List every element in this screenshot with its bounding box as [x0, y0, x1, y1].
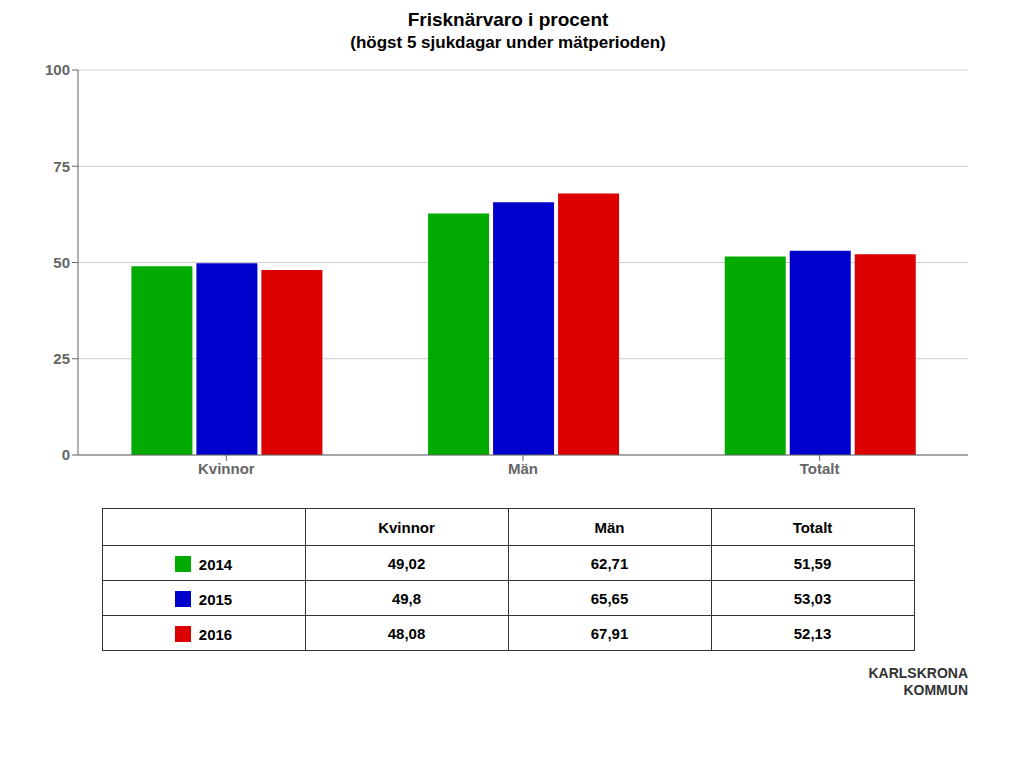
- svg-text:75: 75: [53, 158, 70, 175]
- html-text:KOMMUN: KOMMUN: [903, 682, 968, 698]
- html-text:62,71: 62,71: [590, 554, 629, 572]
- html-text:Totalt: Totalt: [792, 518, 833, 536]
- html-text:KARLSKRONA: KARLSKRONA: [868, 665, 968, 681]
- html-text:2016: 2016: [198, 625, 233, 643]
- html-text:51,59: 51,59: [793, 554, 832, 572]
- svg-text:0: 0: [62, 446, 70, 463]
- svg-text:50: 50: [53, 254, 70, 271]
- html-text:52,13: 52,13: [793, 624, 832, 642]
- html-text:65,65: 65,65: [590, 589, 629, 607]
- svg-text:25: 25: [53, 350, 70, 367]
- html-text:Kvinnor: Kvinnor: [378, 518, 435, 536]
- svg-text:Totalt: Totalt: [800, 460, 840, 477]
- html-text:67,91: 67,91: [590, 624, 629, 642]
- html-text:53,03: 53,03: [793, 589, 832, 607]
- html-text:2014: 2014: [198, 555, 233, 573]
- html-text:48,08: 48,08: [387, 624, 426, 642]
- html-text:49,02: 49,02: [387, 554, 426, 572]
- html-text:Män: Män: [594, 518, 625, 536]
- html-text:49,8: 49,8: [391, 589, 422, 607]
- html-text:(högst 5 sjukdagar under mätpe: (högst 5 sjukdagar under mätperioden): [350, 33, 666, 52]
- html-text:Frisknärvaro i procent: Frisknärvaro i procent: [407, 9, 609, 30]
- svg-text:100: 100: [45, 61, 70, 78]
- html-text:2015: 2015: [198, 590, 233, 608]
- svg-text:Män: Män: [508, 460, 538, 477]
- svg-text:Kvinnor: Kvinnor: [198, 460, 255, 477]
